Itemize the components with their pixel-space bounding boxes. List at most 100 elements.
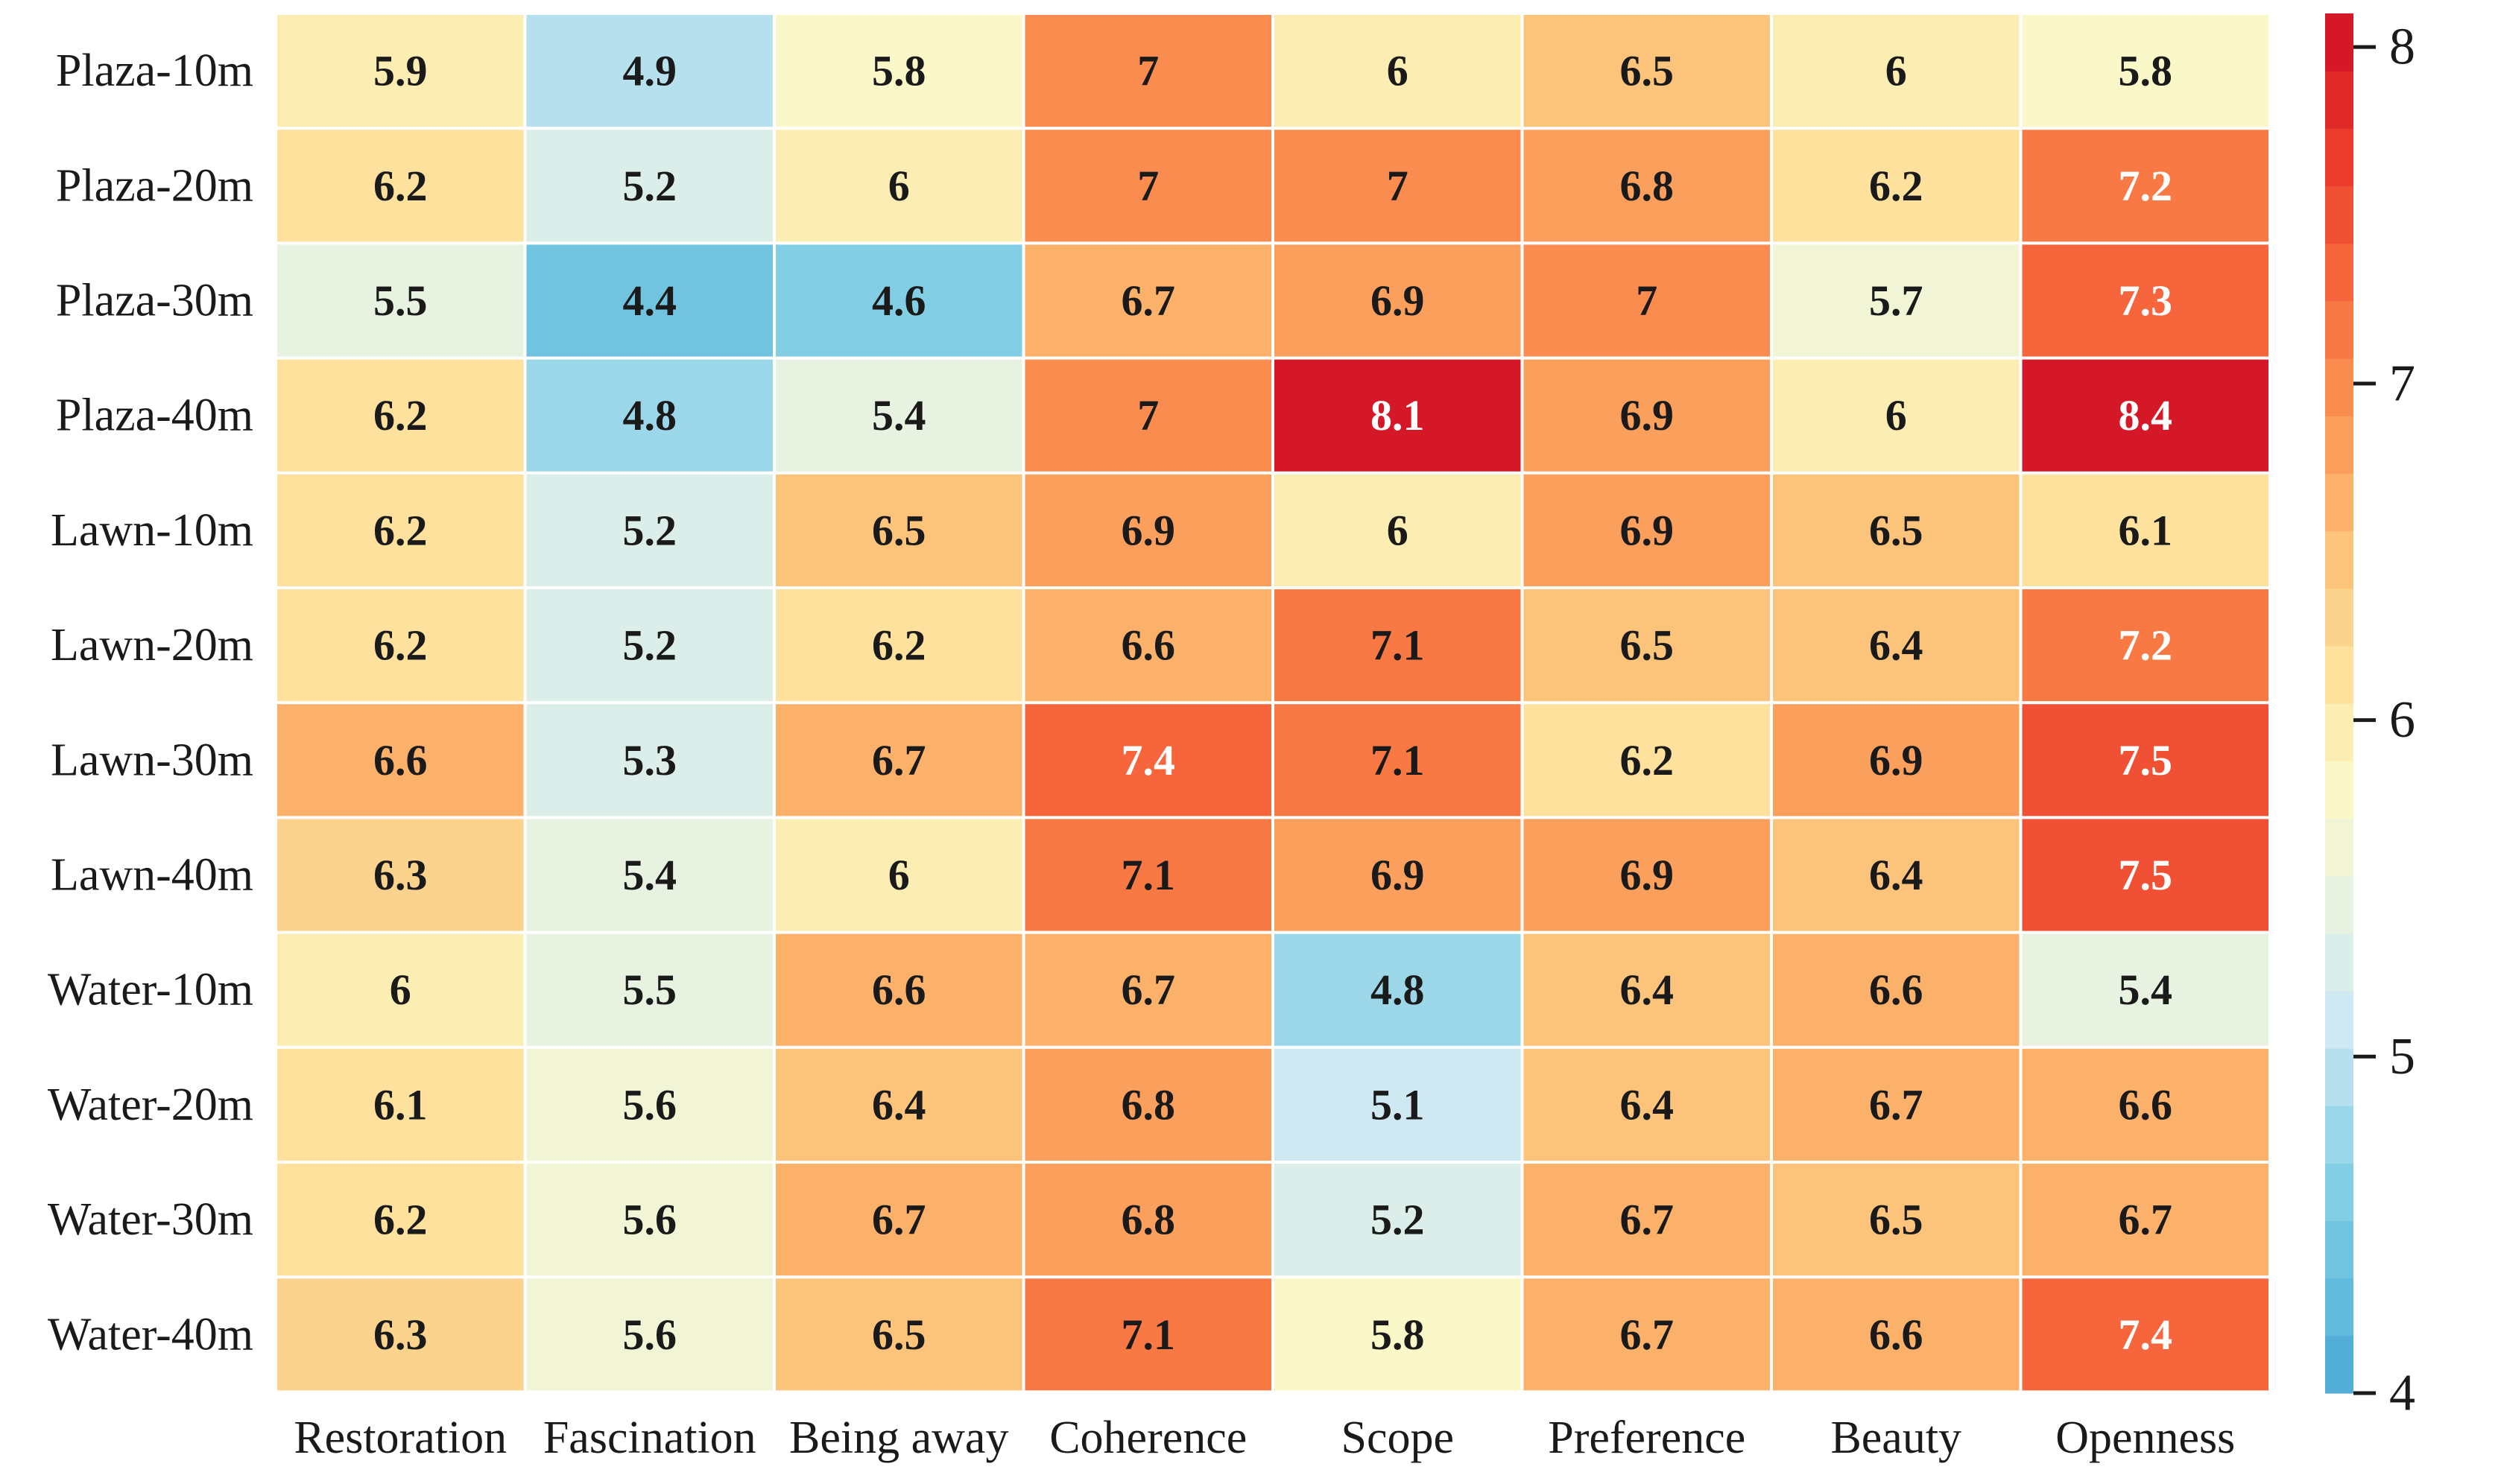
cell-value-label: 5.4 [623, 851, 677, 899]
heatmap-cell [1274, 474, 1521, 586]
cell-value-label: 6.2 [373, 1196, 428, 1244]
heatmap-cell [277, 244, 524, 357]
cell-value-label: 6.4 [1869, 851, 1923, 899]
cell-value-label: 6.5 [1620, 47, 1675, 95]
heatmap-cell [1523, 589, 1770, 702]
cell-value-label: 6.6 [1869, 965, 1923, 1014]
heatmap-cell [1773, 15, 2020, 127]
heatmap-cell [277, 1048, 524, 1161]
cell-value-label: 4.6 [872, 276, 926, 325]
colorbar-segment [2325, 588, 2353, 647]
cell-value-label: 6.4 [1620, 1080, 1675, 1129]
heatmap-cell [1274, 130, 1521, 242]
heatmap-cell [1025, 244, 1271, 357]
colorbar-tick-label: 5 [2389, 1028, 2415, 1085]
heatmap-cell [1773, 1278, 2020, 1391]
cell-value-label: 6.2 [373, 162, 428, 210]
cell-value-label: 6.5 [872, 1310, 926, 1359]
column-label: Preference [1548, 1412, 1745, 1463]
column-label: Openness [2055, 1412, 2235, 1463]
cell-value-label: 6.9 [1370, 276, 1425, 325]
colorbar-segment [2325, 703, 2353, 761]
heatmap-cell [526, 15, 773, 127]
heatmap-cell [277, 933, 524, 1046]
heatmap-cell [526, 359, 773, 472]
heatmap-cell [526, 933, 773, 1046]
cell-value-label: 5.2 [623, 621, 677, 670]
colorbar-segment [2325, 1278, 2353, 1336]
cell-value-label: 7.1 [1122, 851, 1176, 899]
cell-value-label: 6 [1387, 47, 1408, 95]
cell-value-label: 6.7 [2119, 1196, 2173, 1244]
cell-value-label: 7.1 [1370, 621, 1425, 670]
cell-value-label: 7 [1137, 162, 1159, 210]
heatmap-cell [1274, 359, 1521, 472]
heatmap-cell [277, 1278, 524, 1391]
cell-value-label: 6.5 [1869, 1196, 1923, 1244]
heatmap-cell [277, 1164, 524, 1276]
heatmap-cell [1025, 359, 1271, 472]
row-labels: Plaza-10m Plaza-20m Plaza-30m Plaza-40m Lawn… [48, 45, 253, 1360]
heatmap-cell [1773, 704, 2020, 816]
heatmap-cell [2022, 704, 2268, 816]
column-label: Scope [1341, 1412, 1454, 1463]
cell-value-label: 6.5 [1620, 621, 1675, 670]
heatmap-cell [776, 130, 1022, 242]
heatmap-cell [2022, 15, 2268, 127]
colorbar-segment [2325, 186, 2353, 244]
colorbar-segment [2325, 1220, 2353, 1279]
heatmap-cell [1523, 933, 1770, 1046]
heatmap-cell [1274, 1048, 1521, 1161]
heatmap-cells [277, 15, 2268, 1391]
heatmap-cell [2022, 933, 2268, 1046]
heatmap-cell [526, 130, 773, 242]
cell-value-label: 5.4 [872, 391, 926, 440]
cell-value-label: 5.8 [1370, 1310, 1425, 1359]
cell-value-label: 7 [1137, 47, 1159, 95]
colorbar-segment [2325, 473, 2353, 532]
cell-value-label: 6 [888, 851, 910, 899]
cell-value-label: 6.7 [1122, 276, 1176, 325]
cell-value-label: 6.5 [1869, 506, 1923, 554]
cell-value-label: 8.1 [1370, 391, 1425, 440]
cell-value-label: 5.6 [623, 1080, 677, 1129]
cell-value-label: 6 [1885, 391, 1907, 440]
heatmap-cell [277, 819, 524, 931]
cell-value-label: 6.7 [872, 1196, 926, 1244]
cell-value-label: 6.9 [1370, 851, 1425, 899]
cell-value-label: 6.2 [373, 621, 428, 670]
row-label: Water-10m [48, 965, 253, 1015]
colorbar-segment [2325, 530, 2353, 589]
cell-value-label: 6.7 [1122, 965, 1176, 1014]
heatmap-cell [1773, 933, 2020, 1046]
cell-value-label: 7 [1137, 391, 1159, 440]
heatmap-cell [1773, 244, 2020, 357]
cell-value-label: 7.5 [2119, 736, 2173, 784]
cell-value-label: 5.6 [623, 1310, 677, 1359]
heatmap-cell [1773, 359, 2020, 472]
heatmap-cell [1274, 933, 1521, 1046]
row-label: Plaza-30m [56, 276, 253, 326]
heatmap-cell-labels: 5.9 4.9 5.8 7 6 6.5 6 5.8 6.2 5.2 6 7 7 6.8 6.2 7.2 5.5 4… [373, 47, 2172, 1359]
cell-value-label: 6.7 [1620, 1310, 1675, 1359]
colorbar-segment [2325, 1048, 2353, 1106]
heatmap-cell [1025, 589, 1271, 702]
heatmap-cell [1523, 130, 1770, 242]
heatmap-cell [1773, 474, 2020, 586]
heatmap-cell [776, 1164, 1022, 1276]
cell-value-label: 6.6 [1122, 621, 1176, 670]
cell-value-label: 7.2 [2119, 621, 2173, 670]
heatmap-cell [776, 704, 1022, 816]
cell-value-label: 6.2 [1869, 162, 1923, 210]
heatmap-cell [1274, 589, 1521, 702]
heatmap-cell [1025, 819, 1271, 931]
heatmap-cell [2022, 589, 2268, 702]
cell-value-label: 8.4 [2119, 391, 2173, 440]
heatmap-cell [2022, 1048, 2268, 1161]
cell-value-label: 6.2 [373, 506, 428, 554]
colorbar-segment [2325, 1335, 2353, 1394]
heatmap-cell [1523, 1278, 1770, 1391]
heatmap-cell [1523, 1048, 1770, 1161]
cell-value-label: 4.9 [623, 47, 677, 95]
colorbar-tick-label: 7 [2389, 355, 2415, 412]
